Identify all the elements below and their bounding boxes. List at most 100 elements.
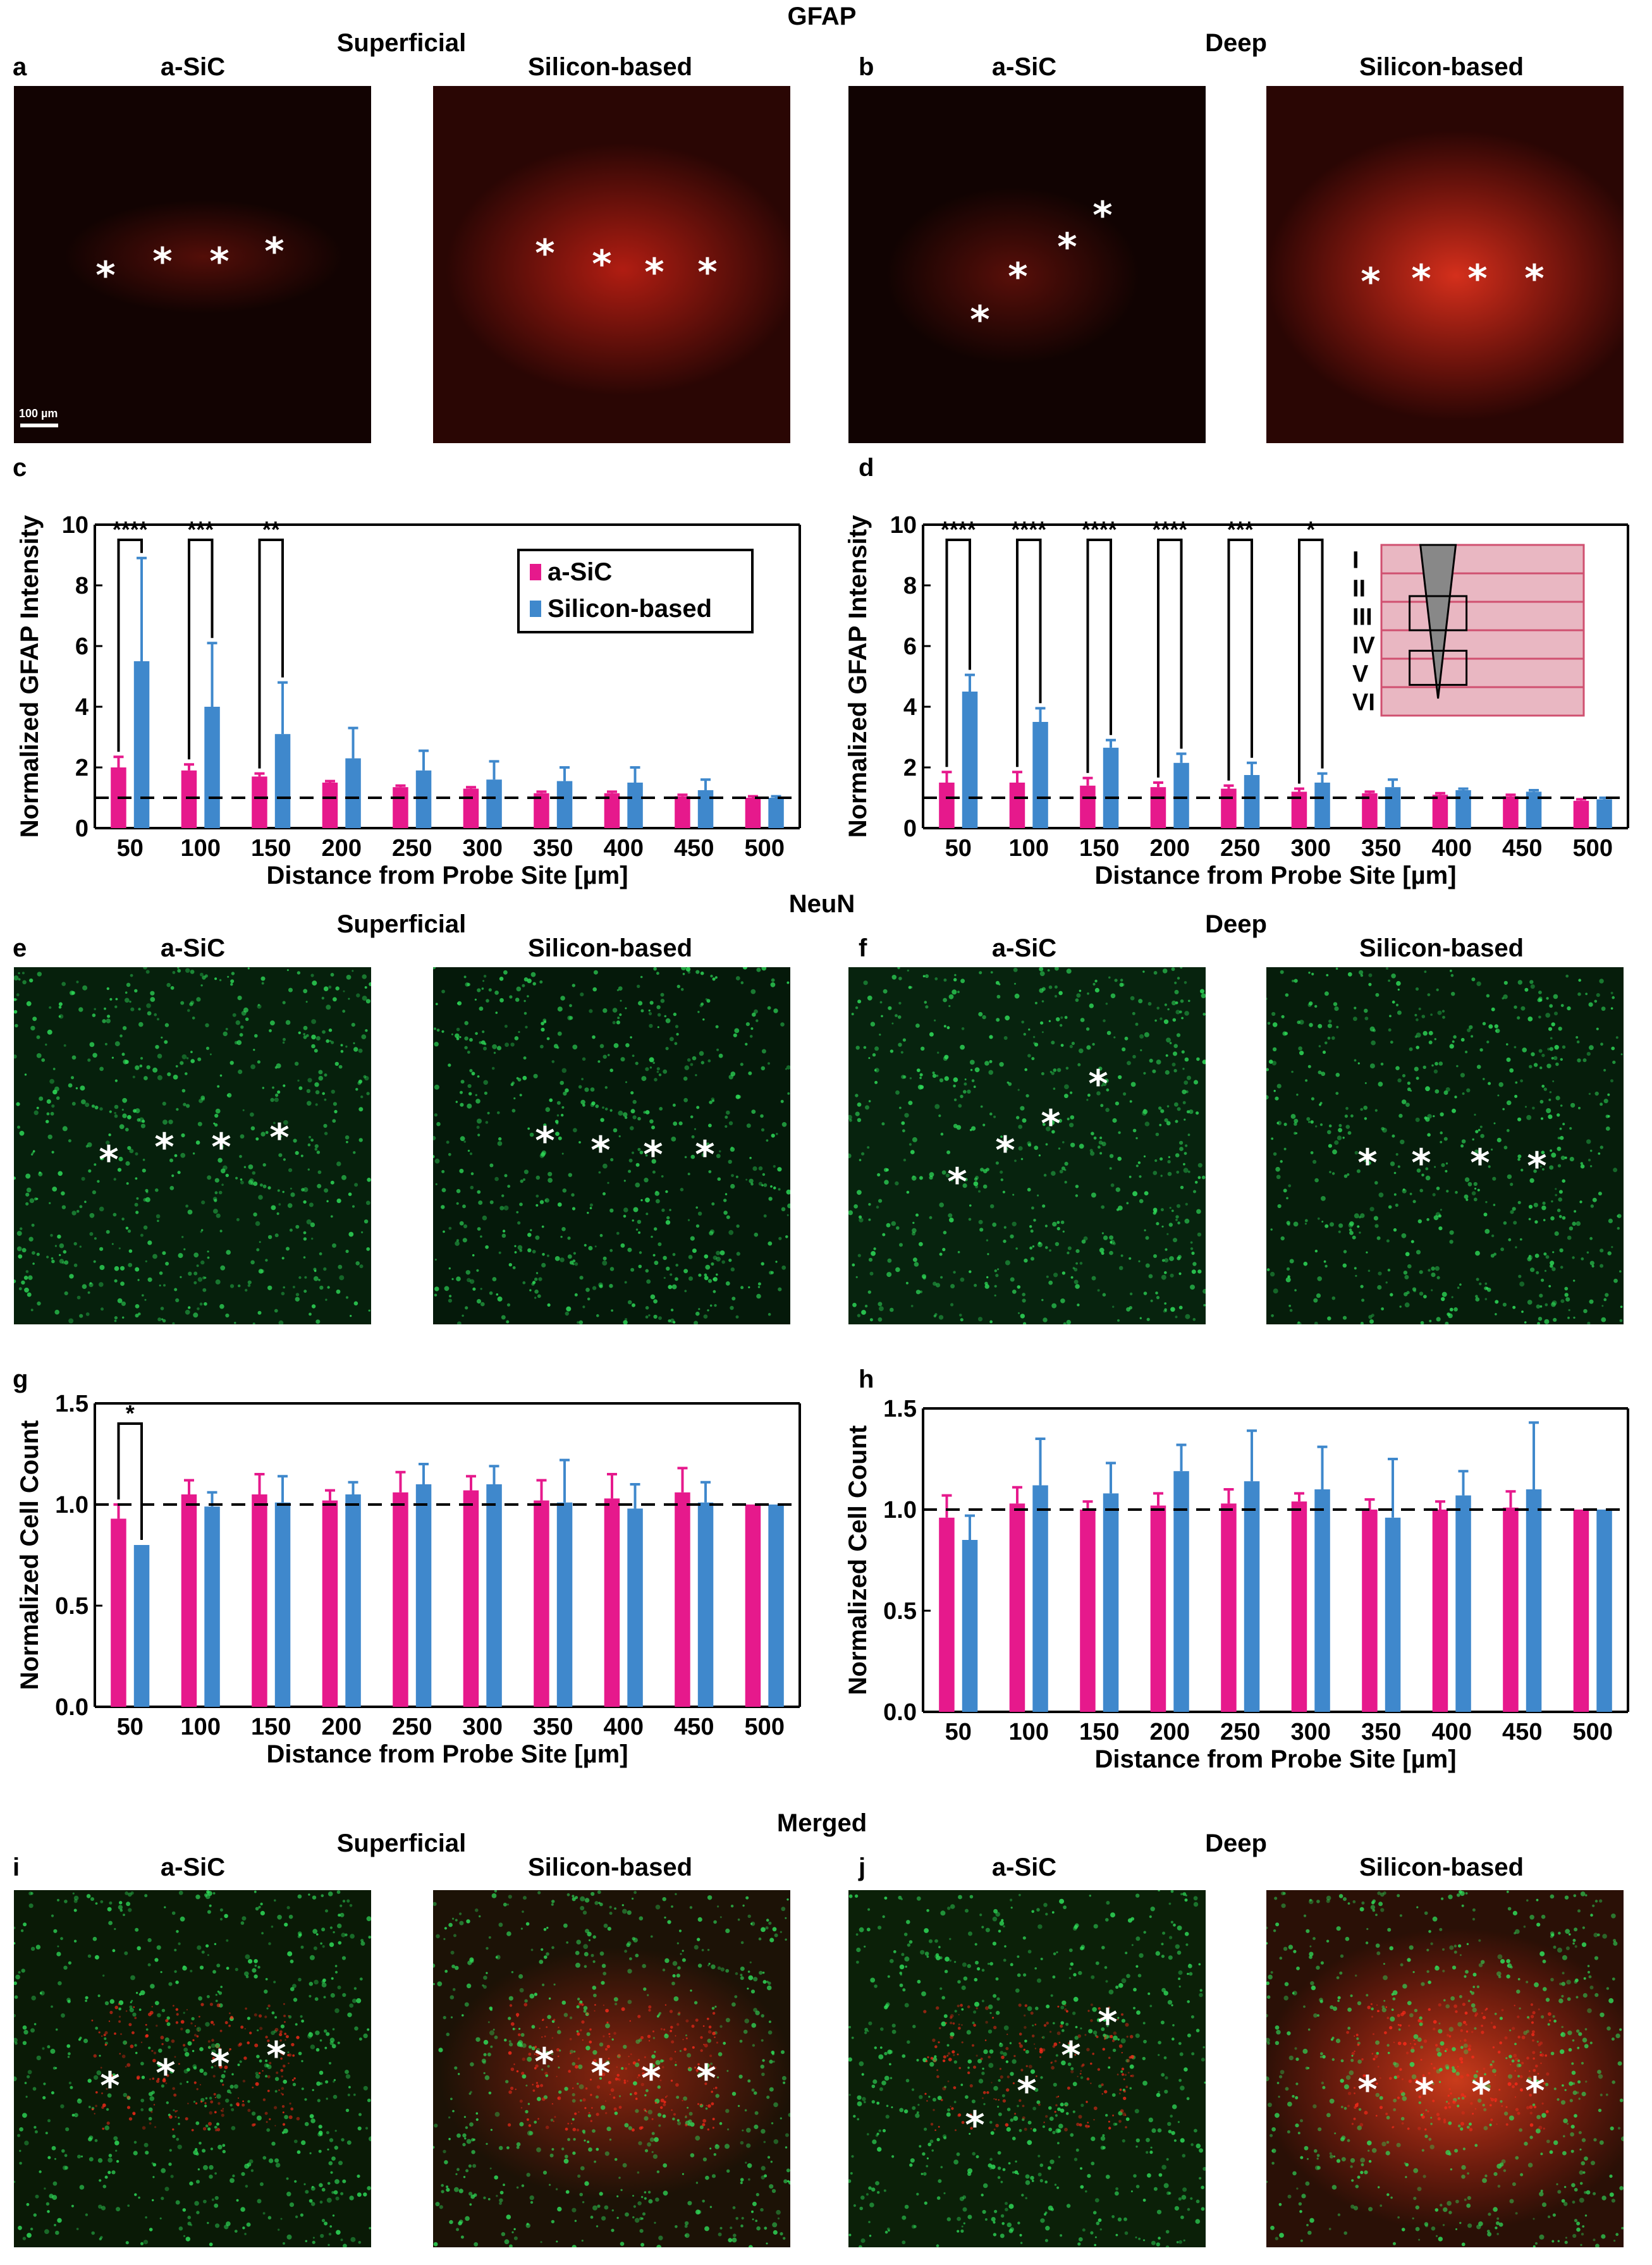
neuron-dot	[1129, 1292, 1133, 1295]
neuron-dot	[709, 2206, 713, 2208]
neuron-dot	[580, 2166, 585, 2171]
layer-label: I	[1352, 547, 1359, 574]
neuron-dot	[986, 1239, 989, 1242]
neuron-dot	[874, 1046, 879, 1051]
neuron-dot	[1364, 1008, 1368, 1013]
neuron-dot	[964, 1178, 968, 1181]
neuron-dot	[1010, 1277, 1015, 1282]
neuron-dot	[1495, 1300, 1499, 1304]
neuron-dot	[477, 1227, 481, 1231]
neuron-dot	[1546, 1063, 1551, 1068]
neuron-dot	[663, 2163, 668, 2168]
neuron-dot	[274, 2016, 278, 2019]
neuron-dot	[456, 1027, 460, 1032]
neuron-dot	[1122, 1047, 1126, 1052]
neuron-dot	[226, 2221, 231, 2226]
neuron-dot	[561, 1068, 567, 1073]
neuron-dot	[170, 986, 174, 990]
x-tick-label: 100	[1009, 1719, 1049, 1745]
neuron-dot	[514, 1251, 517, 1254]
neuron-dot	[646, 2089, 649, 2092]
neuron-dot	[310, 2202, 315, 2206]
neuron-dot	[325, 1909, 328, 1913]
neuron-dot	[1572, 1221, 1576, 1226]
neuron-dot	[1512, 1305, 1516, 1309]
region-box-deep	[1409, 649, 1468, 686]
neuron-dot	[107, 1907, 112, 1912]
neuron-dot	[1276, 1175, 1281, 1180]
neuron-dot	[1598, 1152, 1601, 1155]
neuron-dot	[565, 1088, 569, 1093]
neuron-dot	[1551, 1300, 1557, 1306]
neuron-dot	[1060, 2103, 1064, 2107]
neuron-dot	[166, 2022, 171, 2026]
neuron-dot	[662, 1897, 666, 1902]
neuron-dot	[609, 1912, 613, 1915]
neuron-dot	[30, 2227, 34, 2231]
neuron-dot	[1079, 1048, 1084, 1054]
neuron-dot	[114, 1079, 118, 1082]
neuron-dot	[104, 1007, 106, 1010]
astrocyte-dot	[254, 2013, 257, 2017]
neuron-dot	[1484, 1286, 1488, 1290]
neuron-dot	[99, 1066, 104, 1071]
neuron-dot	[39, 1171, 41, 1174]
neuron-dot	[1465, 1198, 1469, 1201]
astrocyte-dot	[570, 2052, 572, 2054]
neuron-dot	[483, 2196, 486, 2199]
neuron-dot	[670, 1037, 674, 1042]
astrocyte-dot	[675, 2083, 679, 2087]
neuron-dot	[1106, 1030, 1111, 1035]
neuron-dot	[687, 1058, 691, 1062]
neuron-dot	[635, 1228, 639, 1231]
neuron-dot	[940, 1132, 944, 1136]
neuron-dot	[331, 2044, 336, 2049]
neuron-dot	[195, 2152, 199, 2156]
neuron-dot	[957, 1250, 960, 1254]
neuron-dot	[1369, 1026, 1375, 1032]
neuron-dot	[214, 2125, 217, 2129]
neuron-dot	[1094, 987, 1099, 992]
neuron-dot	[311, 1019, 316, 1024]
neuron-dot	[337, 1923, 342, 1929]
neuron-dot	[194, 2201, 199, 2206]
neuron-dot	[1433, 1215, 1439, 1221]
neuron-dot	[334, 1970, 338, 1974]
neuron-dot	[315, 1090, 320, 1095]
neuron-dot	[1577, 1058, 1581, 1063]
condition-label-silicon: Silicon-based	[1359, 53, 1524, 81]
neuron-dot	[781, 1122, 787, 1127]
neuron-dot	[1075, 998, 1079, 1002]
neuron-dot	[656, 2170, 660, 2173]
neuron-dot	[1605, 1114, 1610, 1118]
neuron-dot	[127, 1229, 132, 1233]
neuron-dot	[1028, 1028, 1031, 1031]
neuron-dot	[604, 2151, 609, 2156]
neuron-dot	[328, 2161, 333, 2166]
neuron-dot	[522, 1075, 527, 1080]
neuron-dot	[1096, 1091, 1101, 1096]
y-tick-label: 0.5	[55, 1593, 89, 1620]
neuron-dot	[625, 1043, 630, 1047]
neuron-dot	[616, 989, 619, 991]
astrocyte-dot	[633, 2092, 637, 2095]
neuron-dot	[989, 1059, 993, 1063]
neuron-dot	[456, 2168, 460, 2171]
neuron-dot	[1420, 1321, 1424, 1324]
astrocyte-dot	[193, 2034, 197, 2037]
neuron-dot	[775, 1261, 778, 1263]
neuron-dot	[259, 1241, 261, 1243]
neuron-dot	[602, 1106, 604, 1109]
neuron-dot	[122, 1316, 125, 1319]
neuron-dot	[697, 1011, 700, 1013]
neuron-dot	[1132, 1191, 1138, 1197]
neuron-dot	[1386, 1239, 1390, 1243]
neuron-dot	[330, 1180, 334, 1185]
neuron-dot	[960, 2229, 964, 2233]
neuron-dot	[1005, 1015, 1010, 1021]
neuron-dot	[1053, 1273, 1058, 1278]
neuron-dot	[582, 1910, 587, 1915]
neuron-dot	[662, 2114, 666, 2118]
neuron-dot	[310, 1222, 315, 1228]
neuron-dot	[1404, 1302, 1410, 1308]
